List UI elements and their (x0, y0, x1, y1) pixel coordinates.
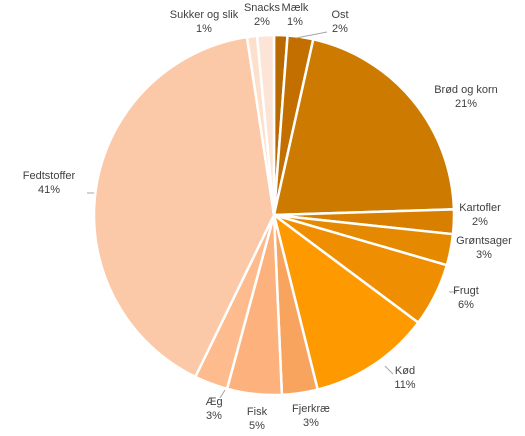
data-label-name-ost: Ost (331, 9, 348, 21)
data-label-percent-fisk: 5% (249, 420, 265, 432)
pie-slice-kod (271, 211, 421, 392)
leader-line-kod (384, 365, 394, 375)
data-label-percent-grontsager: 3% (476, 249, 492, 261)
data-label-name-frugt: Frugt (453, 285, 479, 297)
leader-line-aeg (219, 389, 226, 399)
data-label-name-grontsager: Grøntsager (456, 235, 512, 247)
data-label-name-fisk: Fisk (247, 406, 268, 418)
data-label-name-kartofler: Kartofler (459, 202, 501, 214)
data-label-percent-sukker-og-slik: 1% (196, 23, 212, 35)
data-label-name-aeg: Æg (205, 396, 222, 408)
data-label-percent-kod: 11% (394, 379, 415, 391)
data-label-name-fjerkrae: Fjerkræ (292, 403, 330, 415)
data-label-percent-snacks: 2% (254, 16, 270, 28)
data-label-percent-ost: 2% (332, 23, 348, 35)
label-leader-lines (87, 31, 457, 399)
data-label-name-snacks: Snacks (244, 2, 281, 14)
data-label-percent-brod-og-korn: 21% (455, 98, 477, 110)
data-label-percent-kartofler: 2% (472, 216, 488, 228)
pie-slice-brod-og-korn (272, 37, 456, 217)
pie-slice-fedtstoffer (92, 35, 276, 379)
data-label-name-kod: Kød (395, 365, 415, 377)
data-label-percent-aeg: 3% (206, 410, 222, 422)
pie-slice-snacks (255, 33, 276, 216)
data-label-name-brod-og-korn: Brød og korn (434, 84, 498, 96)
data-label-percent-maelk: 1% (287, 16, 303, 28)
data-label-name-maelk: Mælk (282, 2, 309, 14)
pie-slices (92, 33, 456, 397)
data-label-percent-frugt: 6% (458, 299, 474, 311)
data-label-percent-fedtstoffer: 41% (38, 184, 60, 196)
data-label-name-fedtstoffer: Fedtstoffer (23, 170, 76, 182)
data-label-name-sukker-og-slik: Sukker og slik (170, 9, 239, 21)
data-labels: Mælk 1% Ost 2% Brød og korn 21% Kartofler 2% Grø… (23, 2, 512, 432)
data-label-percent-fjerkrae: 3% (303, 417, 319, 429)
leader-line-ost (295, 31, 328, 39)
